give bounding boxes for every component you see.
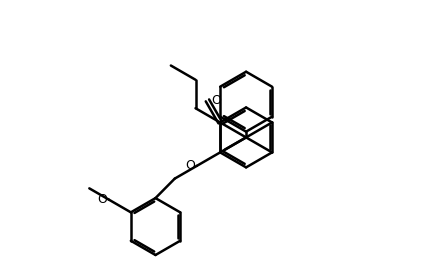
Text: O: O [211,94,221,107]
Text: O: O [97,193,107,206]
Text: O: O [185,159,195,172]
